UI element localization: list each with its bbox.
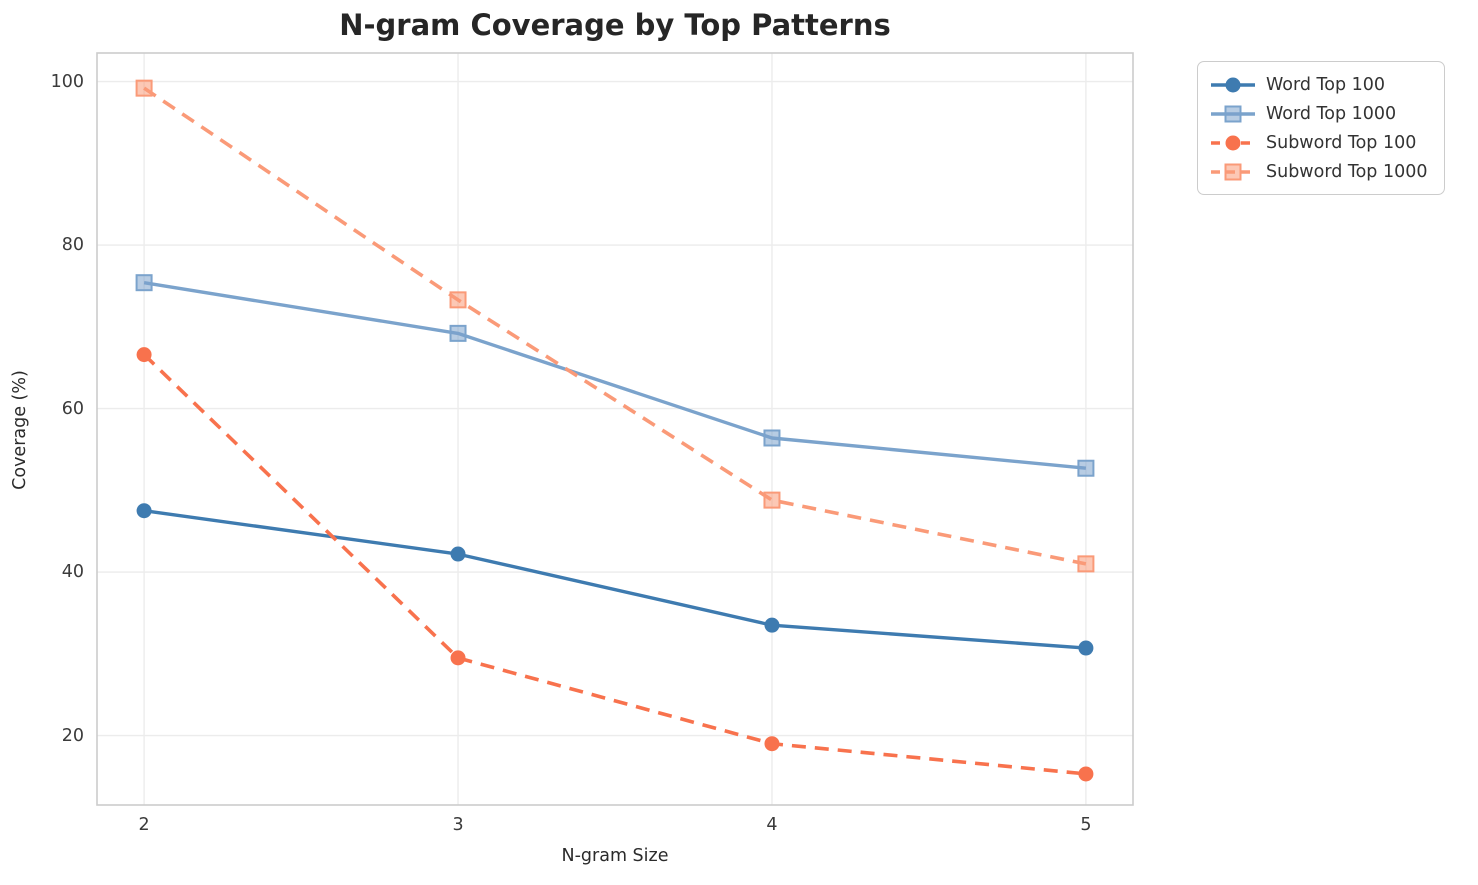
legend-label: Word Top 1000 (1266, 103, 1397, 124)
legend-label: Subword Top 1000 (1266, 161, 1428, 182)
marker-square-3 (135, 79, 153, 97)
marker-square-3 (449, 291, 467, 309)
series-line-1 (143, 281, 1087, 470)
marker-circle-0 (136, 503, 152, 519)
chart-title: N-gram Coverage by Top Patterns (339, 8, 891, 42)
y-tick-label: 20 (61, 725, 84, 746)
legend-sample-circle-icon (1211, 77, 1255, 92)
legend-label: Word Top 100 (1266, 74, 1386, 95)
legend-item-0: Word Top 100 (1210, 70, 1428, 99)
legend-sample-square-icon (1211, 105, 1255, 122)
legend-item-2: Subword Top 100 (1210, 128, 1428, 157)
marker-circle-0 (1078, 640, 1094, 656)
y-tick-label: 100 (50, 71, 84, 92)
marker-circle-0 (764, 617, 780, 633)
legend-sample-square-icon (1211, 163, 1255, 180)
marker-circle-2 (136, 347, 152, 363)
y-tick-label: 80 (61, 235, 84, 256)
x-tick-label: 5 (1080, 815, 1092, 835)
plot-spine (96, 52, 1134, 806)
marker-circle-0 (450, 546, 466, 562)
y-tick-label: 40 (61, 562, 84, 583)
series-line-2 (142, 353, 1087, 776)
marker-square-3 (763, 491, 781, 509)
marker-circle-2 (1078, 766, 1094, 782)
x-tick-label: 4 (766, 815, 778, 835)
marker-circle-2 (450, 650, 466, 666)
marker-square-1 (1077, 459, 1095, 477)
legend-label: Subword Top 100 (1266, 132, 1417, 153)
series-line-0 (143, 509, 1087, 650)
x-tick-label: 2 (138, 815, 150, 835)
marker-square-1 (763, 429, 781, 447)
marker-circle-2 (764, 736, 780, 752)
legend-item-3: Subword Top 1000 (1210, 157, 1428, 186)
legend-item-1: Word Top 1000 (1210, 99, 1428, 128)
marker-square-1 (449, 324, 467, 342)
series-line-3 (143, 86, 1087, 566)
marker-square-1 (135, 274, 153, 292)
legend: Word Top 100 Word Top 1000 Subword Top 100… (1197, 61, 1445, 195)
x-tick-label: 3 (452, 815, 464, 835)
legend-sample-circle-icon (1211, 135, 1255, 150)
y-axis-label: Coverage (%) (10, 370, 30, 490)
x-axis-label: N-gram Size (561, 846, 669, 866)
marker-square-3 (1077, 555, 1095, 573)
y-tick-label: 60 (61, 398, 84, 419)
